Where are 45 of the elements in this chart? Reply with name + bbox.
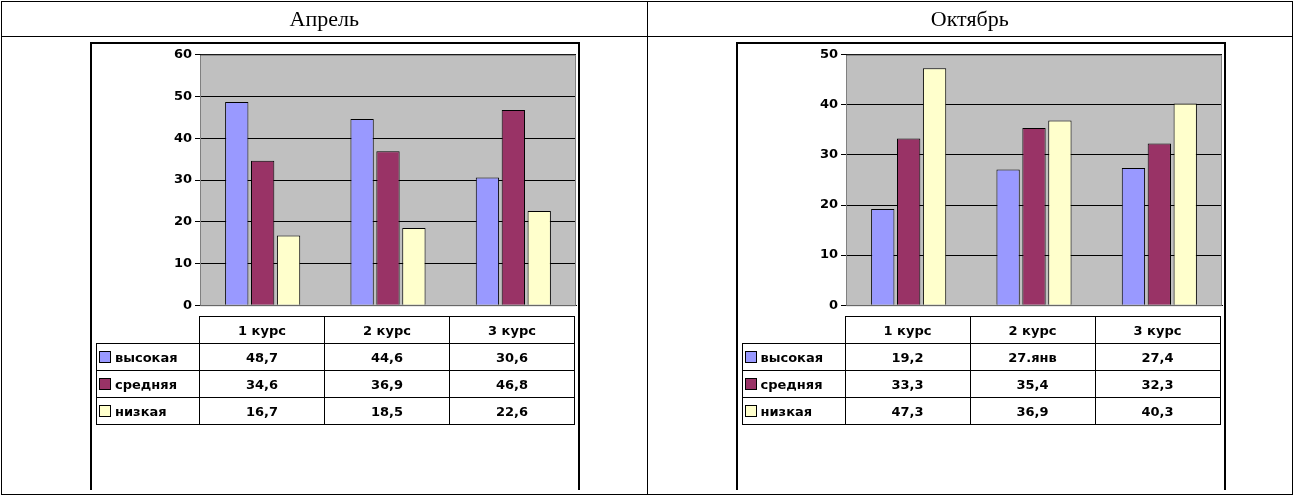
data-label: 44,6: [324, 343, 450, 371]
x-tick-label: 3 курс: [449, 316, 575, 344]
legend-label: низкая: [96, 397, 200, 425]
legend-label: средняя: [96, 370, 200, 398]
y-tick-label: 10: [173, 254, 192, 270]
legend-label: низкая: [742, 397, 845, 425]
y-tick-label: 30: [819, 146, 838, 162]
y-tick-label: 20: [819, 196, 838, 212]
legend-label: высокая: [96, 343, 200, 371]
y-tick-label: 0: [182, 296, 192, 312]
y-tick-label: 50: [819, 46, 838, 62]
data-label: 48,7: [199, 343, 325, 371]
chart-title: Октябрь: [647, 2, 1292, 37]
data-label: 27.янв: [970, 343, 1095, 371]
chart-title: Апрель: [2, 2, 647, 37]
legend-label: средняя: [742, 370, 845, 398]
data-label: 30,6: [449, 343, 575, 371]
data-label: 27,4: [1095, 343, 1220, 371]
x-tick-label: 3 курс: [1095, 316, 1220, 344]
y-tick-label: 20: [173, 213, 192, 229]
data-label: 35,4: [970, 370, 1095, 398]
x-tick-label: 2 курс: [324, 316, 450, 344]
data-label: 22,6: [449, 397, 575, 425]
y-tick-label: 40: [819, 96, 838, 112]
data-label: 36,9: [324, 370, 450, 398]
y-tick-label: 60: [173, 46, 192, 62]
data-label: 34,6: [199, 370, 325, 398]
data-label: 47,3: [845, 397, 970, 425]
y-tick-label: 10: [819, 246, 838, 262]
data-label: 40,3: [1095, 397, 1220, 425]
data-label: 16,7: [199, 397, 325, 425]
y-tick-label: 50: [173, 87, 192, 103]
data-label: 19,2: [845, 343, 970, 371]
data-label: 33,3: [845, 370, 970, 398]
data-label: 18,5: [324, 397, 450, 425]
y-tick-label: 30: [173, 171, 192, 187]
data-label: 46,8: [449, 370, 575, 398]
x-tick-label: 1 курс: [199, 316, 325, 344]
y-tick-label: 40: [173, 129, 192, 145]
y-tick-label: 0: [828, 296, 838, 312]
x-tick-label: 1 курс: [845, 316, 970, 344]
data-label: 36,9: [970, 397, 1095, 425]
data-label: 32,3: [1095, 370, 1220, 398]
x-tick-label: 2 курс: [970, 316, 1095, 344]
legend-label: высокая: [742, 343, 845, 371]
